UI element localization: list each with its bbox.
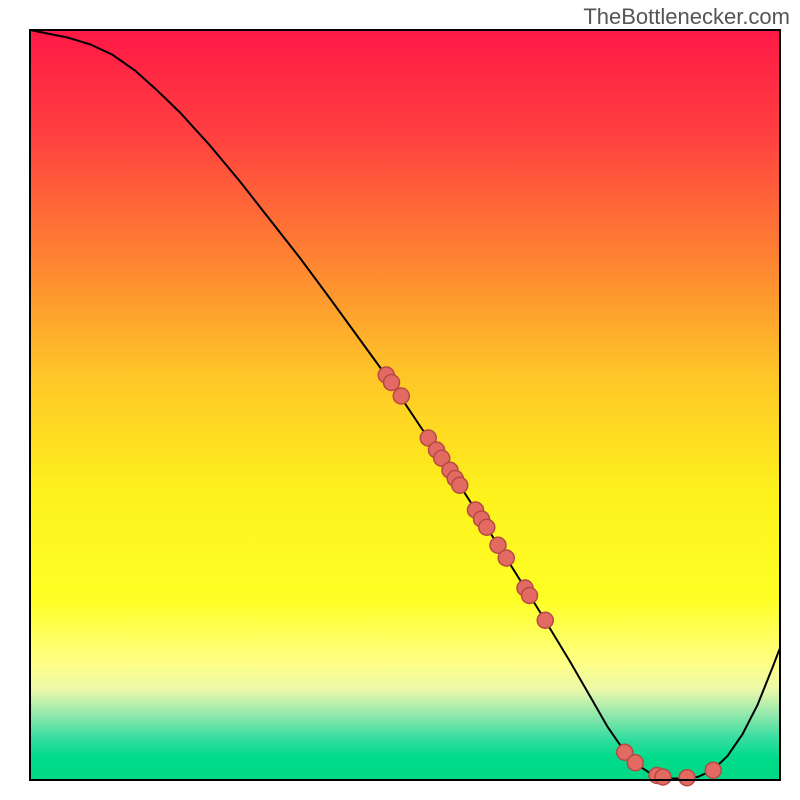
data-marker (627, 755, 643, 771)
data-marker (393, 388, 409, 404)
data-marker (705, 762, 721, 778)
watermark-text: TheBottlenecker.com (583, 4, 790, 30)
data-marker (498, 550, 514, 566)
data-marker (452, 477, 468, 493)
data-marker (537, 612, 553, 628)
data-marker (679, 770, 695, 786)
data-marker (479, 519, 495, 535)
chart-root: TheBottlenecker.com (0, 0, 800, 800)
data-marker (655, 769, 671, 785)
chart-svg (0, 0, 800, 800)
data-marker (384, 375, 400, 391)
data-marker (522, 588, 538, 604)
